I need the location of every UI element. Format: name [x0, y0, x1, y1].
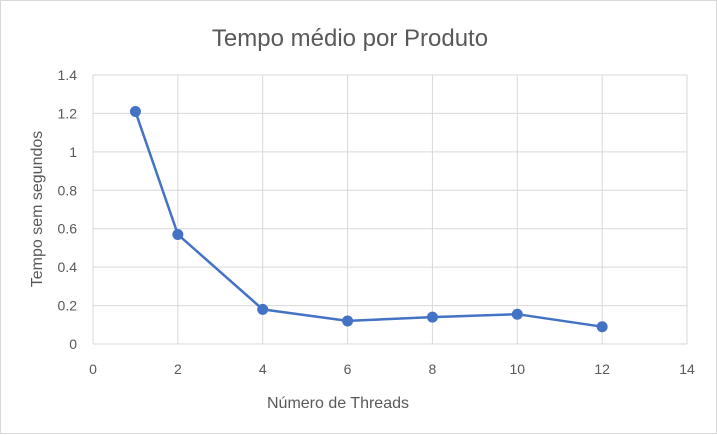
- x-tick-label: 6: [344, 361, 352, 377]
- y-axis-ticks: 0 0.2 0.4 0.6 0.8 1 1.2 1.4: [58, 67, 78, 352]
- y-tick-label: 1.4: [58, 67, 78, 83]
- y-tick-label: 0: [69, 336, 77, 352]
- x-tick-label: 4: [259, 361, 267, 377]
- data-point: [342, 315, 354, 327]
- series-line: [134, 111, 603, 328]
- x-tick-label: 14: [679, 361, 695, 377]
- y-tick-label: 1.2: [58, 105, 78, 121]
- chart-title: Tempo médio por Produto: [212, 25, 488, 52]
- data-point: [129, 106, 141, 118]
- y-tick-label: 0.6: [58, 221, 78, 237]
- x-axis-title: Número de Threads: [267, 395, 409, 412]
- data-point: [596, 321, 608, 333]
- y-tick-label: 0.4: [58, 259, 78, 275]
- data-point: [511, 308, 523, 320]
- data-point: [257, 303, 269, 315]
- x-tick-label: 10: [509, 361, 525, 377]
- y-tick-label: 1: [69, 144, 77, 160]
- data-point: [426, 311, 438, 323]
- gridlines: [92, 74, 688, 345]
- y-axis-title: Tempo sem segundos: [29, 131, 46, 288]
- x-tick-label: 2: [174, 361, 182, 377]
- x-axis-ticks: 0 2 4 6 8 10 12 14: [89, 361, 695, 377]
- x-tick-label: 0: [89, 361, 97, 377]
- y-tick-label: 0.8: [58, 182, 78, 198]
- data-series: [129, 106, 608, 333]
- x-tick-label: 8: [429, 361, 437, 377]
- y-tick-label: 0.2: [58, 298, 78, 314]
- data-point: [172, 228, 184, 240]
- x-tick-label: 12: [594, 361, 610, 377]
